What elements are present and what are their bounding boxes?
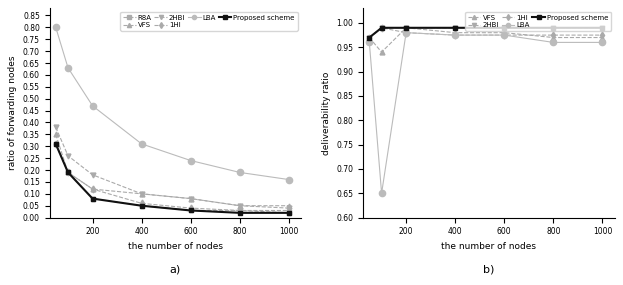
Text: a): a) (169, 264, 181, 274)
Legend: R8A, VFS, 2HBI, 1HI, LBA, Proposed scheme: R8A, VFS, 2HBI, 1HI, LBA, Proposed schem… (120, 12, 298, 31)
Y-axis label: ratio of forwarding nodes: ratio of forwarding nodes (8, 56, 17, 170)
Legend: VFS, 2HBI, 1HI, LBA, Proposed scheme: VFS, 2HBI, 1HI, LBA, Proposed scheme (465, 12, 611, 31)
X-axis label: the number of nodes: the number of nodes (128, 242, 223, 251)
Text: b): b) (483, 264, 495, 274)
X-axis label: the number of nodes: the number of nodes (442, 242, 536, 251)
Y-axis label: deliverability ratio: deliverability ratio (322, 71, 331, 155)
